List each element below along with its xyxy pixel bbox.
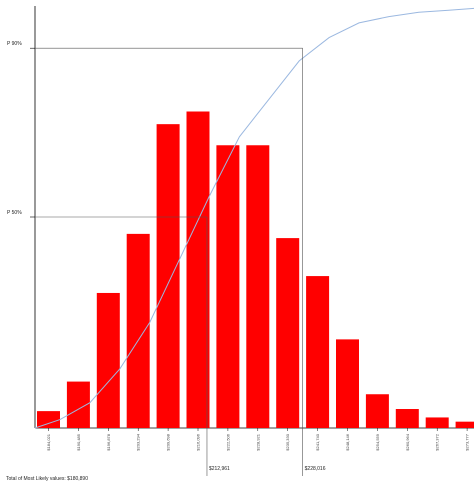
x-tick-label: $267,372 (435, 433, 440, 450)
histogram-bar (96, 292, 120, 428)
histogram-bar (156, 124, 180, 428)
percentile-lines-group: P 90% $228,016 P 50% $212,961 (7, 41, 326, 476)
percentile-label: P 50% (7, 210, 22, 216)
histogram-bar (246, 145, 270, 428)
histogram-bar (425, 417, 449, 428)
histogram-bar (276, 238, 300, 428)
histogram-bar (66, 381, 90, 428)
cumulative-curve-group (34, 7, 474, 429)
footer-total-text: Total of Most Likely values: $180,890 (6, 476, 88, 482)
x-tick-label: $260,964 (405, 433, 410, 450)
x-tick-label: $203,294 (136, 433, 141, 450)
x-tick-label: $190,485 (76, 433, 81, 450)
percentile-value-label: $228,016 (305, 466, 326, 472)
histogram-bar (186, 111, 210, 428)
x-tick-label: $235,330 (285, 433, 290, 450)
histogram-bar (395, 409, 419, 428)
histogram-bar (336, 339, 359, 428)
x-tick-label: $228,921 (255, 433, 260, 450)
x-tick-label: $241,740 (315, 433, 320, 450)
x-tick-labels: $184,021 $190,485 $196,878 $203,294 $209,698… (46, 428, 470, 451)
x-tick-label: $209,698 (166, 433, 171, 450)
histogram-bar (306, 276, 330, 428)
x-tick-label: $196,878 (106, 433, 111, 450)
x-tick-label: $216,096 (196, 433, 201, 450)
cumulative-curve (34, 7, 474, 429)
x-tick-label: $222,506 (225, 433, 230, 450)
x-tick-label: $254,559 (375, 433, 380, 450)
histogram-bar (216, 145, 240, 428)
x-tick-label: $273,777 (465, 433, 470, 450)
percentile-label: P 90% (7, 41, 22, 47)
bars-group (37, 111, 474, 428)
histogram-bar (126, 233, 150, 428)
x-tick-label: $248,146 (345, 433, 350, 450)
histogram-bar (37, 411, 60, 428)
percentile-value-label: $212,961 (209, 466, 230, 472)
histogram-bar (455, 421, 474, 428)
x-tick-label: $184,021 (46, 433, 51, 450)
histogram-bar (365, 394, 389, 428)
